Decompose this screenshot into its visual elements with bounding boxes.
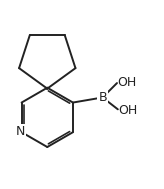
Text: B: B (98, 91, 107, 104)
Text: OH: OH (117, 76, 137, 89)
Text: OH: OH (118, 104, 137, 117)
Text: N: N (16, 125, 25, 138)
